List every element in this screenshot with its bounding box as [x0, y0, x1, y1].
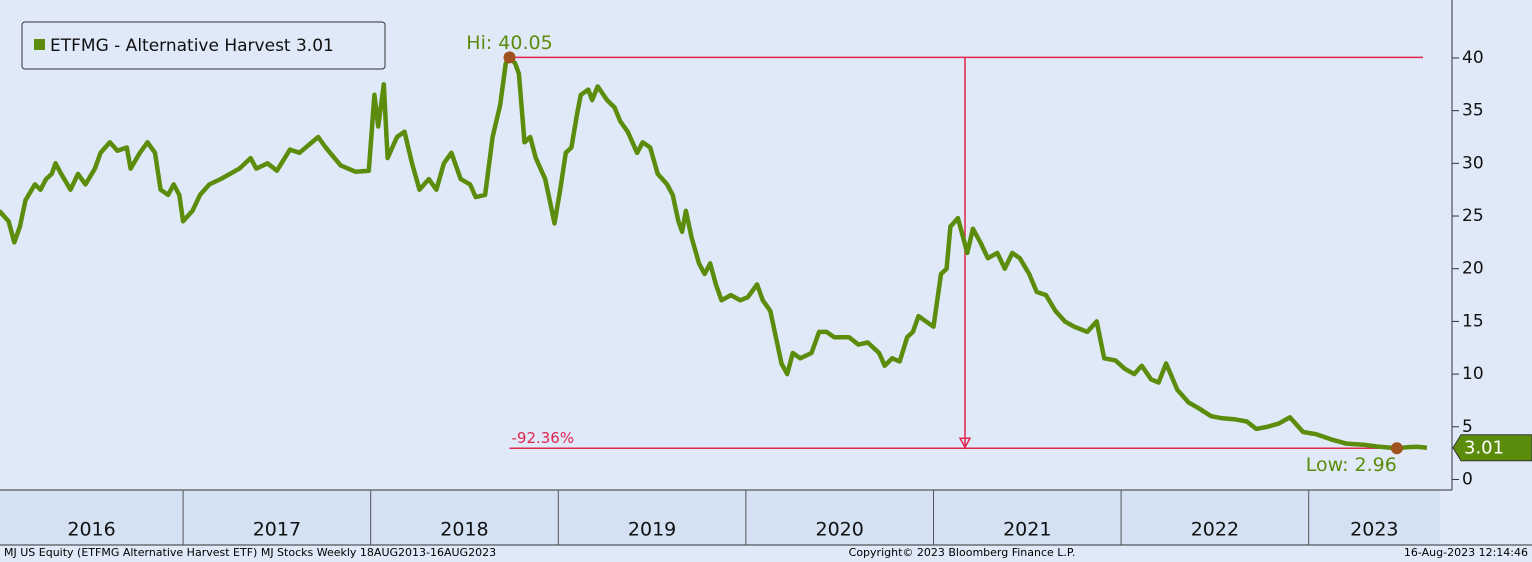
x-tick-label: 2023 — [1350, 519, 1398, 541]
y-tick-label: 0 — [1462, 469, 1473, 489]
legend-box — [21, 21, 386, 70]
y-tick-label: 40 — [1462, 48, 1484, 68]
x-tick-label: 2020 — [816, 519, 864, 541]
high-label: Hi: 40.05 — [466, 32, 552, 54]
footer-right: 16-Aug-2023 12:14:46 — [1404, 546, 1528, 559]
x-tick-label: 2019 — [628, 519, 676, 541]
arrow-head — [958, 437, 972, 449]
x-tick-label: 2018 — [440, 519, 488, 541]
last-value-label: 3.01 — [1464, 438, 1504, 459]
y-tick-label: 25 — [1462, 206, 1484, 226]
price-line — [0, 55, 1428, 451]
x-tick-label: 2022 — [1191, 519, 1239, 541]
legend-label: ETFMG - Alternative Harvest 3.01 — [50, 36, 334, 56]
y-tick-label: 15 — [1462, 311, 1484, 331]
footer-left: MJ US Equity (ETFMG Alternative Harvest … — [4, 546, 496, 559]
y-tick-label: 20 — [1462, 259, 1484, 279]
x-tick-label: 2016 — [67, 519, 115, 541]
change-label: -92.36% — [512, 429, 575, 447]
footer-center: Copyright© 2023 Bloomberg Finance L.P. — [849, 546, 1076, 559]
low-marker — [1390, 442, 1403, 455]
x-axis-band — [0, 490, 1440, 545]
y-tick-label: 10 — [1462, 364, 1484, 384]
y-tick-label: 30 — [1462, 153, 1484, 173]
x-tick-label: 2017 — [253, 519, 301, 541]
y-tick-label: 5 — [1462, 417, 1473, 437]
x-tick-label: 2021 — [1003, 519, 1051, 541]
high-marker — [503, 51, 516, 64]
low-label: Low: 2.96 — [1306, 454, 1397, 476]
last-value-tag — [1452, 434, 1532, 462]
y-tick-label: 35 — [1462, 101, 1484, 121]
legend-swatch — [34, 39, 45, 50]
